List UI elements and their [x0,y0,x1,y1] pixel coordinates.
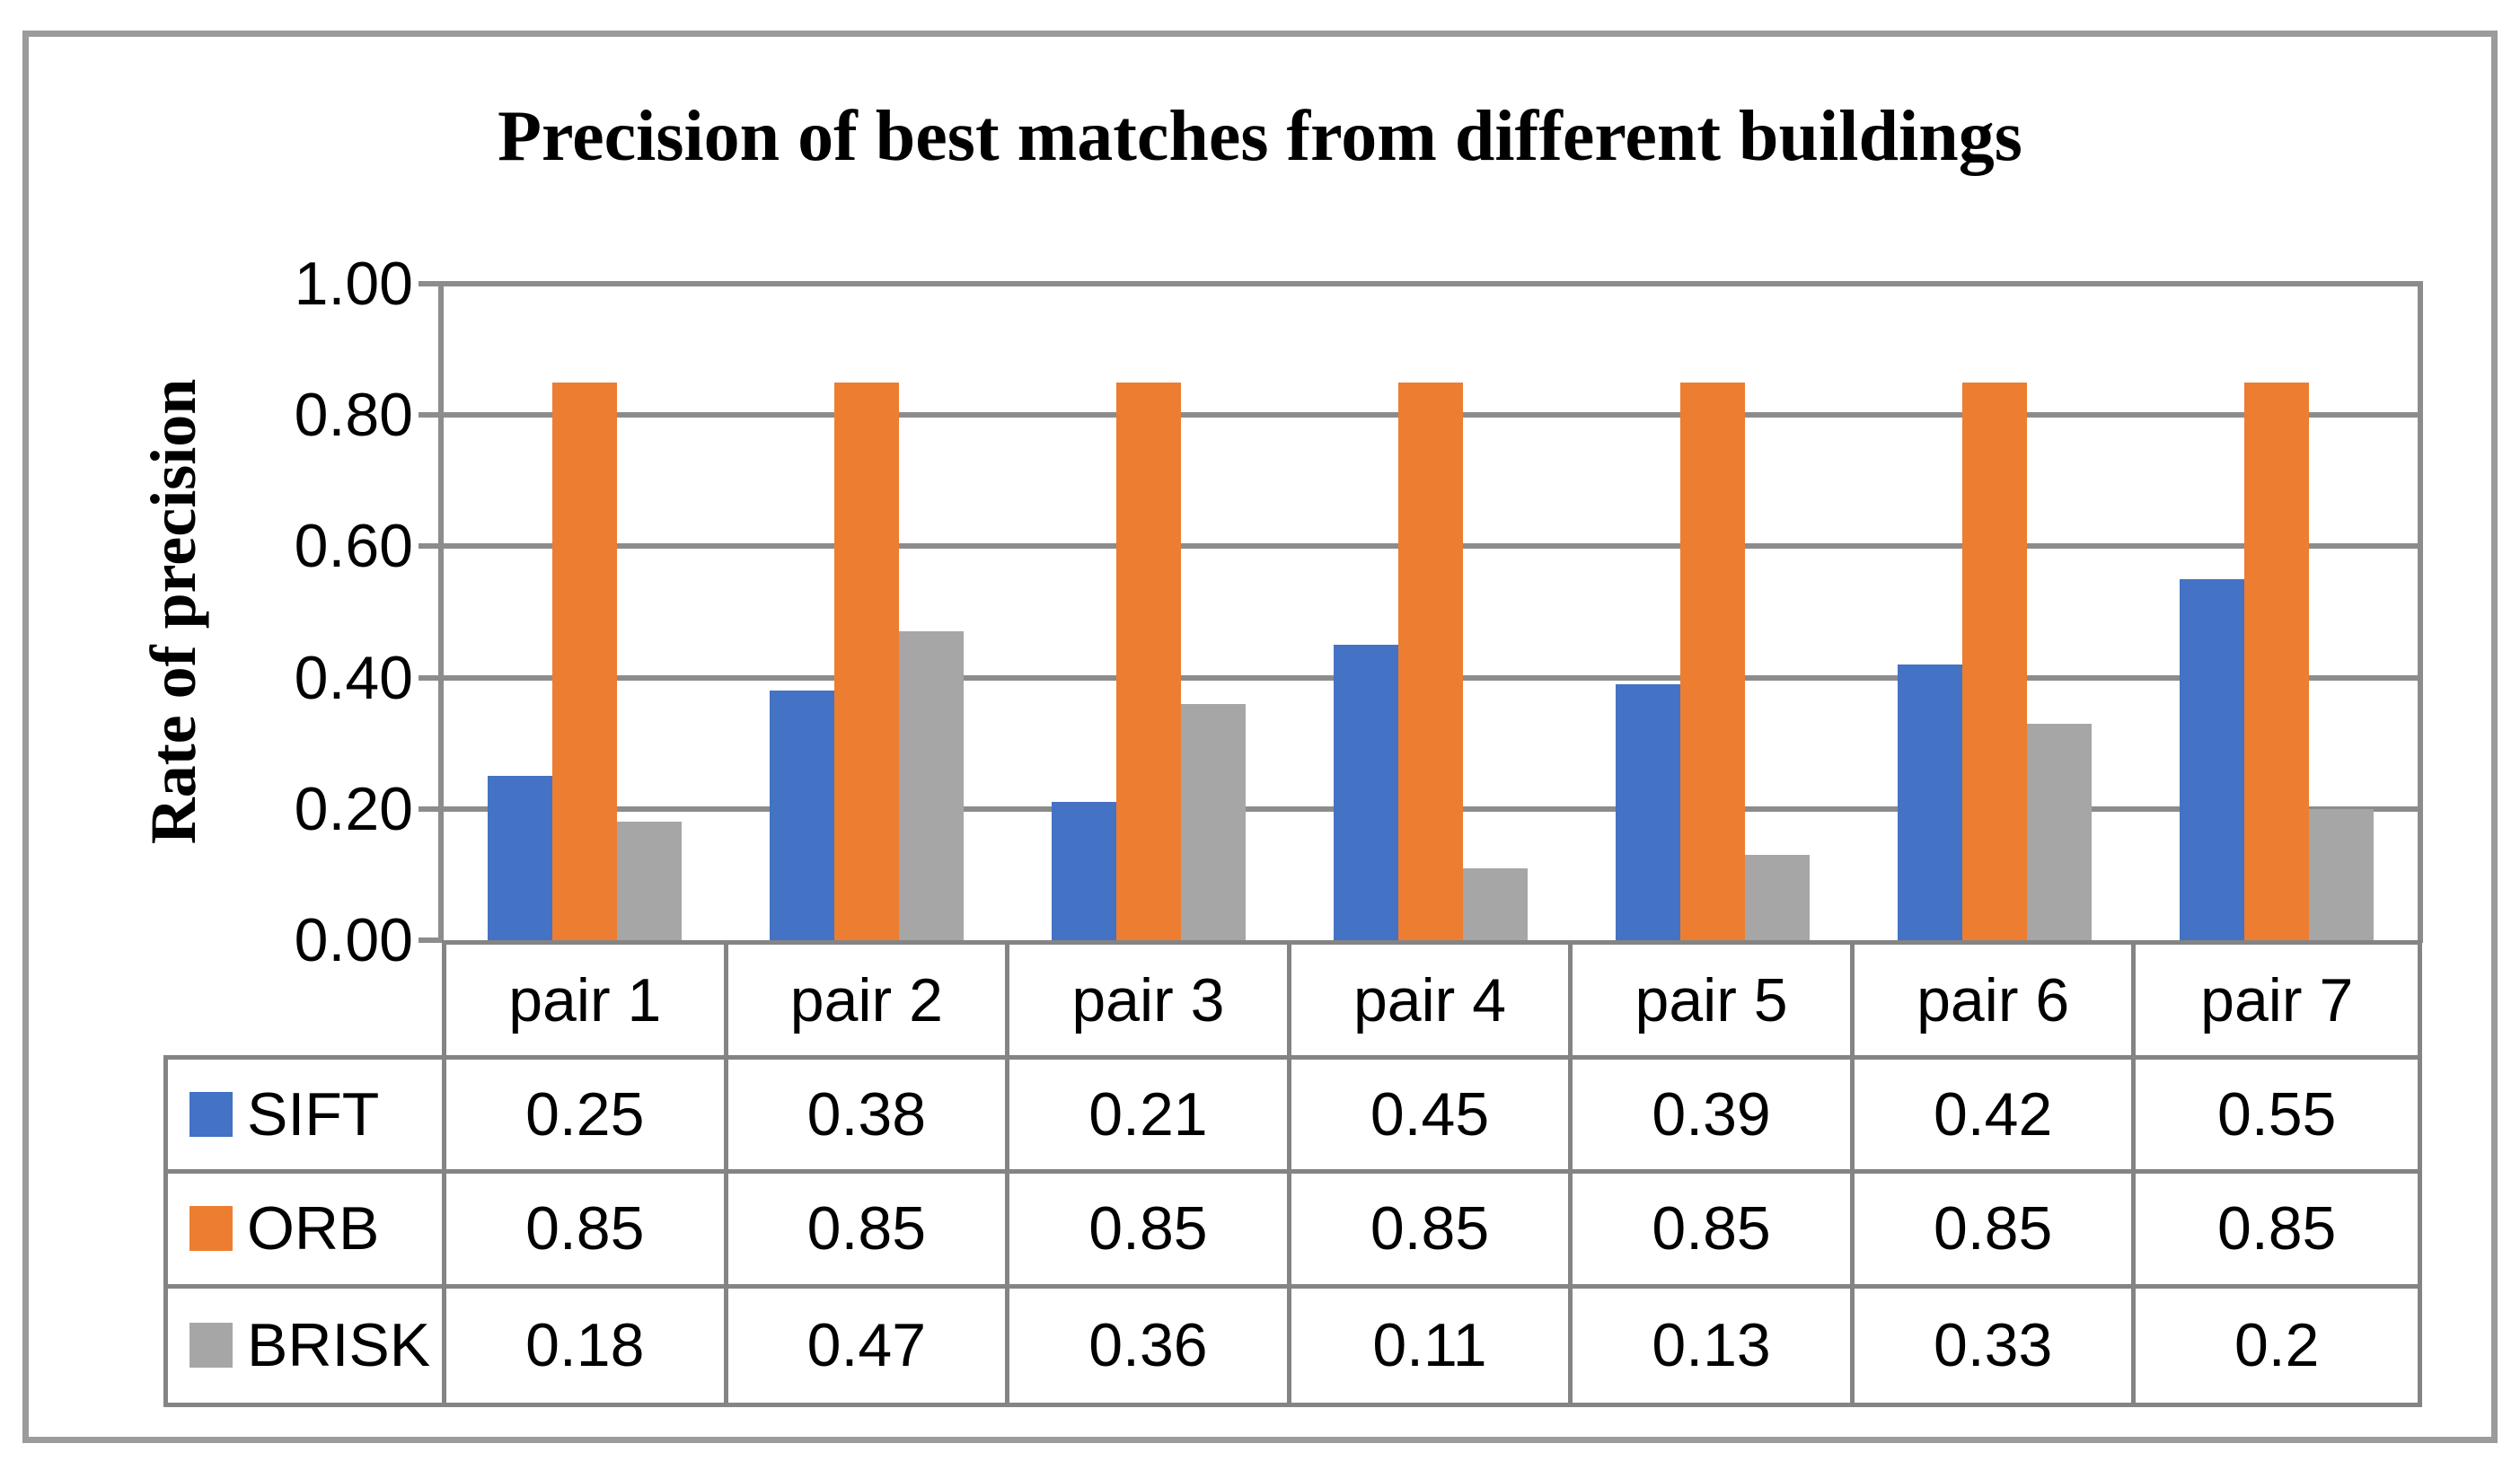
legend-swatch-brisk [189,1323,233,1369]
y-axis-tickmark [419,281,440,286]
value-cell: 0.45 [1291,1060,1573,1175]
value-cell: 0.47 [728,1288,1010,1403]
bar-brisk-pair-7 [2309,809,2374,940]
value-cell: 0.36 [1009,1288,1291,1403]
plot-right-border [2418,284,2423,943]
value-cell: 0.85 [1573,1174,1855,1289]
value-cell: 0.85 [2136,1174,2418,1289]
bar-brisk-pair-2 [899,631,964,940]
value-cell: 0.25 [446,1060,728,1175]
bar-brisk-pair-5 [1745,855,1810,940]
legend-swatch-sift [189,1092,233,1138]
gridline [438,281,2423,286]
y-axis-tickmark [419,543,440,549]
series-legend-cell: SIFT [168,1060,446,1175]
y-axis-tickmark [419,937,440,943]
value-cell: 0.13 [1573,1288,1855,1403]
y-tick-label: 0.40 [294,644,413,712]
data-table: SIFT 0.25 0.38 0.21 0.45 0.39 0.42 0.55 ORB 0.85 0… [163,1055,2422,1407]
y-axis-tickmark [419,412,440,418]
value-cell: 0.21 [1009,1060,1291,1175]
category-header-cell: pair 6 [1855,945,2137,1055]
bar-sift-pair-5 [1616,684,1680,940]
value-cell: 0.2 [2234,1311,2320,1380]
y-axis-tickmark [419,806,440,812]
bar-brisk-pair-6 [2027,724,2092,940]
bar-sift-pair-3 [1052,802,1116,940]
bar-sift-pair-4 [1334,645,1398,940]
y-tick-label: 0.00 [294,906,413,974]
value-cell: 0.85 [1854,1174,2137,1289]
y-tick-label: 0.20 [294,775,413,843]
y-axis-title: Rate of precision [137,378,209,845]
value-cell: 0.18 [446,1288,728,1403]
chart-title: Precision of best matches from different… [498,97,2022,176]
bar-sift-pair-2 [770,691,834,940]
bar-brisk-pair-1 [617,822,682,940]
value-cell: 0.85 [1291,1174,1573,1289]
bar-orb-pair-7 [2244,383,2309,940]
figure-border [22,31,2498,1443]
category-header-cell: pair 1 [446,945,728,1055]
bar-orb-pair-5 [1680,383,1745,940]
value-cell: 0.33 [1855,1288,2137,1403]
series-legend-cell: BRISK [168,1288,446,1403]
bar-sift-pair-6 [1898,665,1962,940]
series-name-label: ORB [247,1194,380,1263]
value-cell: 0.38 [727,1060,1010,1175]
value-cell: 0.55 [2136,1060,2418,1175]
value-cell: 0.85 [1009,1174,1291,1289]
y-tick-label: 0.60 [294,512,413,580]
y-tick-label: 0.80 [294,381,413,449]
value-cell: 0.42 [1854,1060,2137,1175]
category-header-cell: pair 5 [1573,945,1855,1055]
value-cell: 0.85 [446,1174,728,1289]
bar-orb-pair-2 [834,383,899,940]
category-header-cell: pair 2 [728,945,1010,1055]
series-legend-cell: ORB [168,1174,446,1289]
series-name-label: BRISK [247,1311,431,1380]
y-tick-label: 1.00 [294,250,413,318]
category-header-cell: pair 3 [1009,945,1291,1055]
value-cell: 0.39 [1573,1060,1855,1175]
legend-swatch-orb [189,1206,233,1252]
bar-orb-pair-4 [1398,383,1463,940]
y-axis-line [438,284,444,943]
bar-brisk-pair-4 [1463,868,1528,940]
bar-brisk-pair-3 [1181,704,1246,940]
bar-orb-pair-6 [1962,383,2027,940]
value-cell: 0.85 [727,1174,1010,1289]
bar-sift-pair-7 [2180,579,2244,940]
y-axis-tickmark [419,675,440,681]
bar-sift-pair-1 [488,776,552,940]
value-cell: 0.11 [1291,1288,1573,1403]
bar-orb-pair-3 [1116,383,1181,940]
series-name-label: SIFT [247,1080,380,1149]
category-header-cell: pair 7 [2200,965,2354,1034]
bar-orb-pair-1 [552,383,617,940]
category-header-cell: pair 4 [1291,945,1573,1055]
category-header-row: pair 1 pair 2 pair 3 pair 4 pair 5 pair 6 pair… [442,940,2422,1060]
